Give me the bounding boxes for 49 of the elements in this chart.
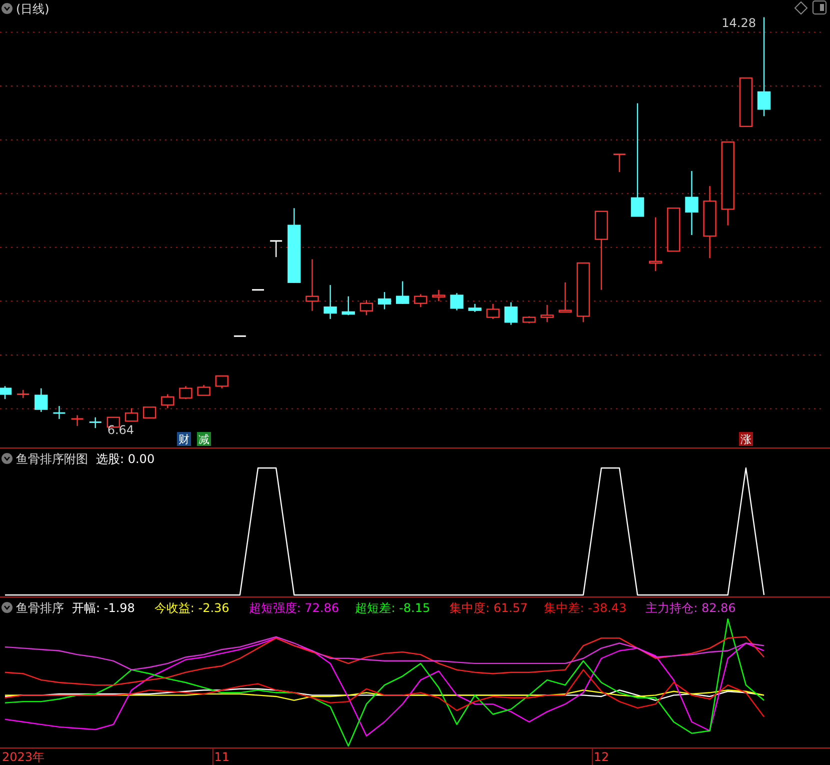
candlestick (504, 302, 518, 326)
candlestick (161, 394, 174, 409)
chart-title: (日线) (16, 2, 50, 16)
candlestick (612, 154, 626, 173)
candlestick (396, 280, 410, 304)
candlestick (70, 414, 84, 427)
candlestick (360, 300, 374, 316)
candlestick (215, 375, 228, 389)
text: 超短差: -8.15 (355, 601, 430, 615)
annotation: 减 (198, 433, 210, 446)
text: 开幅: -1.98 (72, 601, 135, 615)
candlestick (34, 388, 48, 413)
text: 主力持仓: 82.86 (646, 601, 736, 615)
candlestick (324, 284, 337, 320)
candlestick (414, 294, 428, 308)
annotation: 6.64 (107, 423, 134, 438)
candlestick (378, 291, 392, 310)
chart-title: 鱼骨排序 (16, 601, 64, 615)
candlestick (306, 258, 319, 312)
candlestick (269, 240, 283, 258)
candlestick (685, 170, 698, 236)
text: 集中差: -38.43 (544, 601, 627, 615)
text: 集中度: 61.57 (450, 601, 528, 615)
candlestick (630, 102, 644, 217)
text: 选股: 0.00 (96, 452, 155, 466)
candlestick (179, 386, 192, 400)
candlestick (0, 386, 12, 400)
candlestick (197, 384, 210, 396)
candlestick (540, 304, 554, 323)
candlestick (124, 408, 138, 422)
candlestick (342, 296, 355, 316)
candlestick (432, 289, 446, 302)
candlestick (450, 292, 464, 311)
text: 2023年 (2, 750, 45, 764)
annotation: 涨 (740, 433, 752, 446)
annotation: 财 (178, 433, 190, 446)
candlestick (558, 282, 572, 313)
text: 今收益: -2.36 (154, 601, 230, 615)
candlestick (648, 216, 662, 272)
candlestick (486, 303, 500, 320)
x-tick-label: 12 (594, 750, 609, 764)
text: 超短强度: 72.86 (248, 601, 340, 615)
candlestick (88, 416, 102, 429)
annotation: 14.28 (722, 16, 756, 30)
chart-title: 鱼骨排序附图 (16, 452, 88, 466)
x-tick-label: 11 (214, 750, 230, 764)
candlestick (52, 405, 66, 420)
candlestick (757, 16, 771, 117)
candlestick (142, 406, 156, 418)
